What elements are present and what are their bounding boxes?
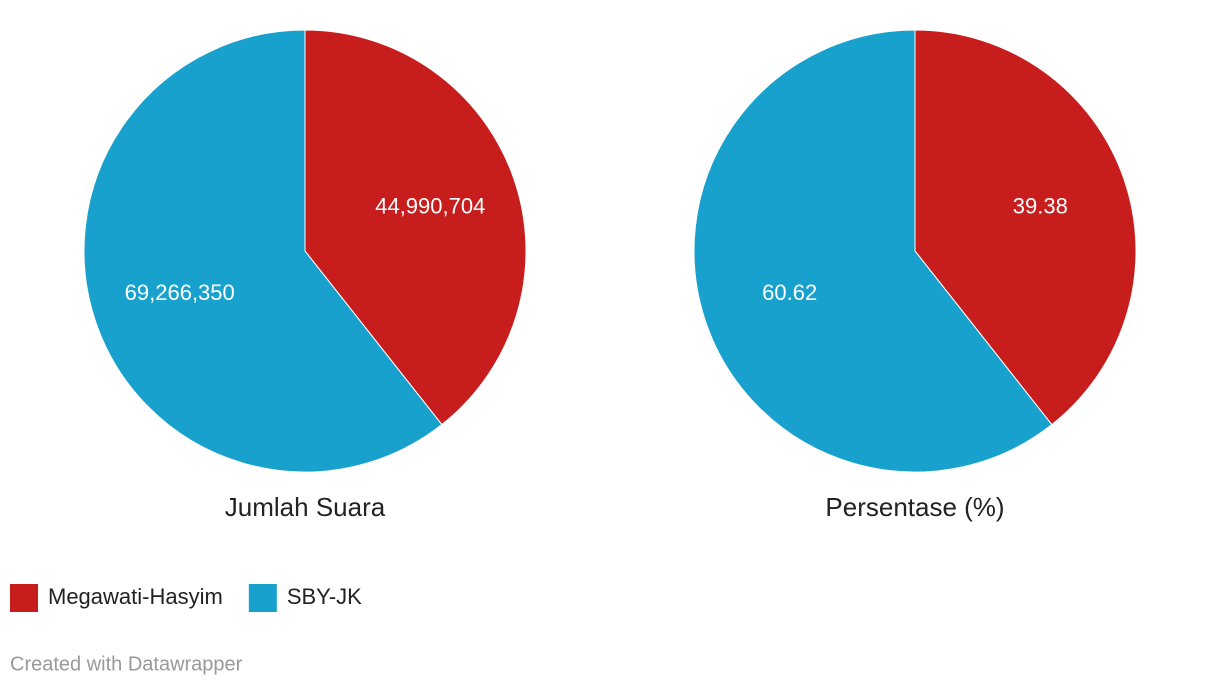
chart-title: Persentase (%) (825, 492, 1004, 522)
value-label: 69,266,350 (125, 280, 235, 305)
value-label: 60.62 (762, 280, 817, 305)
value-label: 44,990,704 (375, 193, 485, 218)
legend-label: Megawati-Hasyim (48, 584, 223, 609)
legend-label: SBY-JK (287, 584, 362, 609)
legend-swatch (10, 584, 38, 612)
legend-swatch (248, 584, 277, 612)
chart-title: Jumlah Suara (225, 492, 386, 522)
pie-slice (914, 29, 1137, 426)
pie-slice (304, 29, 527, 426)
pie-slice (693, 29, 1053, 473)
credit: Created with Datawrapper (10, 653, 243, 675)
value-label: 39.38 (1013, 193, 1068, 218)
pie-slice (83, 29, 443, 473)
